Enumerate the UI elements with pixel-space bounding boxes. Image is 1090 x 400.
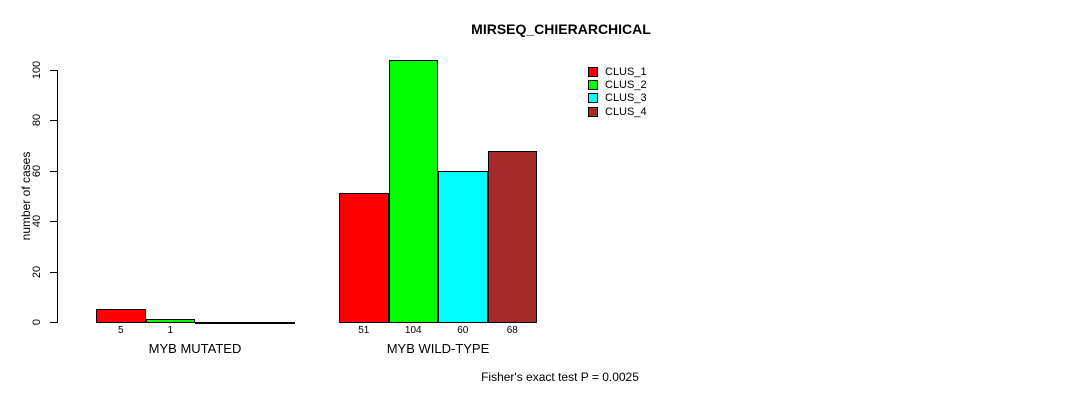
y-axis-tick: [50, 70, 57, 71]
legend-color-swatch-CLUS_2: [588, 80, 598, 91]
bar-value-label: 68: [506, 325, 518, 336]
bar-CLUS_2-group2: [388, 59, 438, 324]
legend-label: CLUS_4: [605, 105, 647, 118]
x-category-label: MYB WILD-TYPE: [386, 341, 490, 356]
y-axis-tick: [50, 120, 57, 122]
x-category-label: MYB MUTATED: [148, 341, 242, 356]
legend-label: CLUS_1: [605, 65, 647, 78]
bar-value-label: 1: [167, 325, 174, 336]
legend-item: CLUS_1: [588, 65, 647, 78]
chart-title: MIRSEQ_CHIERARCHICAL: [471, 21, 651, 37]
y-axis-tick: [50, 221, 57, 223]
bar-CLUS_2-group1: [145, 319, 195, 324]
legend-item: CLUS_3: [588, 92, 647, 105]
y-axis-line: [57, 70, 58, 323]
y-axis-tick-label: 0: [31, 318, 43, 326]
legend-label: CLUS_3: [605, 92, 647, 105]
bar-value-label: 60: [457, 325, 469, 336]
bar-CLUS_1-group1: [96, 309, 146, 324]
y-axis-tick: [50, 170, 57, 172]
y-axis-tick: [50, 322, 57, 323]
y-axis-tick: [50, 271, 57, 273]
legend-label: CLUS_2: [605, 79, 647, 92]
zero-bar-CLUS_4-group1: [244, 322, 295, 324]
bar-CLUS_3-group2: [438, 170, 488, 324]
bar-value-label: 104: [404, 325, 422, 336]
legend-item: CLUS_4: [588, 105, 647, 118]
fisher-test-annotation: Fisher's exact test P = 0.0025: [481, 370, 639, 384]
legend-item: CLUS_2: [588, 78, 647, 91]
legend-color-swatch-CLUS_3: [588, 93, 598, 104]
y-axis-tick-label: 40: [31, 215, 43, 228]
zero-bar-CLUS_3-group1: [195, 322, 246, 324]
y-axis-tick-label: 20: [31, 265, 43, 278]
y-axis-tick-label: 80: [31, 114, 43, 127]
bar-CLUS_4-group2: [487, 150, 537, 324]
legend: CLUS_1 CLUS_2 CLUS_3 CLUS_4: [588, 65, 647, 119]
y-axis-tick-label: 60: [31, 164, 43, 177]
legend-color-swatch-CLUS_1: [588, 66, 598, 77]
bar-CLUS_1-group2: [339, 193, 389, 324]
y-axis-tick-label: 100: [31, 60, 43, 80]
bar-value-label: 51: [358, 325, 370, 336]
legend-color-swatch-CLUS_4: [588, 106, 598, 117]
bar-value-label: 5: [117, 325, 124, 336]
